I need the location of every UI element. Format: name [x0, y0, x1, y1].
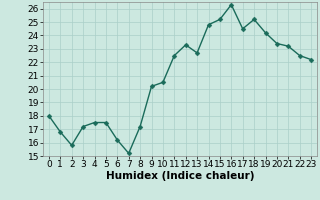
- X-axis label: Humidex (Indice chaleur): Humidex (Indice chaleur): [106, 171, 254, 181]
